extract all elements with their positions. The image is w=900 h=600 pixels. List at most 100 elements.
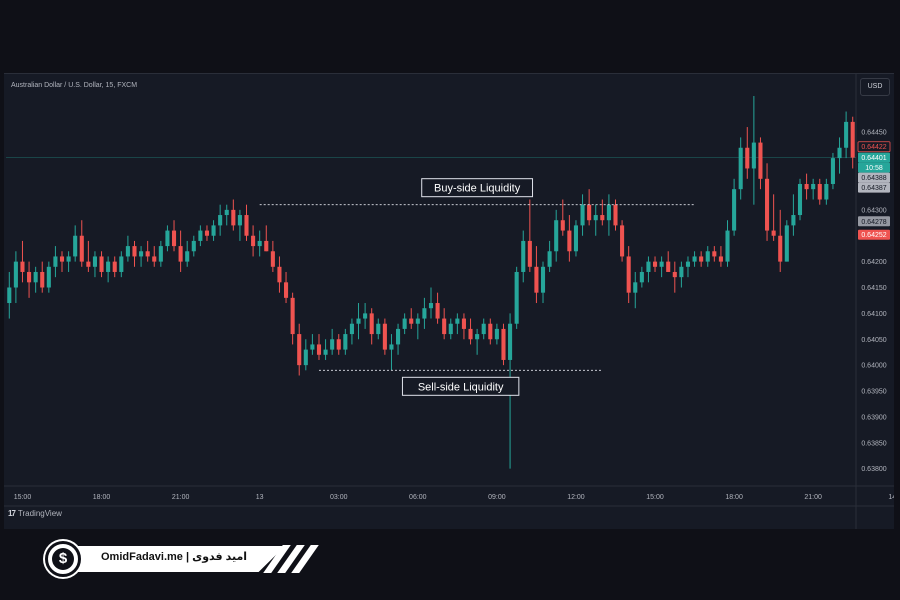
candle-body xyxy=(751,142,756,169)
candle-body xyxy=(626,256,631,293)
footer-text: OmidFadavi.me | امید فدوی xyxy=(101,551,248,563)
candle-body xyxy=(53,256,58,267)
candle-body xyxy=(244,215,249,236)
candle-body xyxy=(699,256,704,262)
y-tick-label: 0.64100 xyxy=(861,311,886,318)
candle-body xyxy=(356,318,361,324)
price-label: 0.64387 xyxy=(861,185,886,192)
candle-body xyxy=(554,220,559,252)
candlestick-chart[interactable]: Buy-side Liquidity Sell-side Liquidity 0.6… xyxy=(4,74,894,529)
y-tick-label: 0.63800 xyxy=(861,466,886,473)
candle-body xyxy=(218,215,223,226)
x-tick-label: 18:00 xyxy=(93,494,111,501)
candle-body xyxy=(534,266,539,293)
candle-body xyxy=(139,251,144,257)
candle-body xyxy=(830,158,835,184)
liquidity-label-box xyxy=(421,178,534,198)
candle-body xyxy=(725,230,730,262)
tradingview-brand[interactable]: 17 TradingView xyxy=(8,509,62,518)
candle-body xyxy=(231,209,236,226)
candle-body xyxy=(369,313,374,335)
liquidity-label: Sell-side Liquidity xyxy=(418,381,504,393)
candle-body xyxy=(257,240,262,247)
price-label-box xyxy=(858,216,890,227)
price-label: 0.64422 xyxy=(861,144,886,151)
candle-body xyxy=(718,256,723,262)
candle-body xyxy=(132,246,137,257)
price-label: 0.64252 xyxy=(861,232,886,239)
price-label: 0.64388 xyxy=(861,175,886,182)
candle-body xyxy=(494,328,499,340)
candle-body xyxy=(330,339,335,350)
candle-body xyxy=(224,209,229,216)
y-tick-label: 0.64450 xyxy=(861,130,886,137)
price-label: 0.64401 xyxy=(861,155,886,162)
candle-body xyxy=(336,339,341,350)
candle-body xyxy=(791,215,796,226)
candle-body xyxy=(270,251,275,267)
candle-body xyxy=(303,349,308,366)
candle-body xyxy=(79,235,84,262)
candle-body xyxy=(125,246,130,257)
candle-body xyxy=(40,271,45,288)
candle-body xyxy=(310,344,315,350)
candle-body xyxy=(191,240,196,252)
candle-body xyxy=(455,318,460,324)
candle-body xyxy=(804,183,809,190)
price-label-box xyxy=(858,229,890,240)
candle-body xyxy=(198,230,203,241)
candle-body xyxy=(264,240,269,252)
candle-body xyxy=(633,282,638,293)
candle-body xyxy=(20,261,25,272)
x-tick-label: 13 xyxy=(256,494,264,501)
candle-body xyxy=(297,334,302,366)
candle-body xyxy=(46,266,51,288)
currency-button[interactable]: USD xyxy=(860,78,890,96)
candle-body xyxy=(639,271,644,283)
stripes-decoration xyxy=(263,545,343,573)
candle-body xyxy=(771,230,776,236)
candle-body xyxy=(659,261,664,267)
candle-body xyxy=(850,121,855,158)
candle-body xyxy=(112,261,117,272)
candle-body xyxy=(442,318,447,335)
candle-body xyxy=(389,344,394,350)
candle-body xyxy=(652,261,658,267)
x-tick-label: 15:00 xyxy=(646,494,664,501)
candle-body xyxy=(475,334,480,340)
candle-body xyxy=(409,318,414,324)
liquidity-label-box xyxy=(401,376,520,396)
y-tick-label: 0.64000 xyxy=(861,363,886,370)
tradingview-name: TradingView xyxy=(17,509,62,518)
candle-body xyxy=(573,225,579,252)
candle-body xyxy=(666,261,671,272)
chart-panel[interactable]: Buy-side Liquidity Sell-side Liquidity 0.6… xyxy=(4,73,894,529)
candle-body xyxy=(797,183,803,216)
candle-body xyxy=(145,251,150,257)
y-tick-label: 0.63950 xyxy=(861,389,886,396)
candle-body xyxy=(580,204,585,226)
candle-body xyxy=(119,256,124,272)
x-tick-label: 03:00 xyxy=(330,494,348,501)
price-label-box xyxy=(857,141,891,153)
candle-body xyxy=(66,256,71,262)
candle-body xyxy=(349,323,354,335)
candle-body xyxy=(738,147,743,190)
candle-body xyxy=(59,256,65,262)
candle-body xyxy=(461,318,466,329)
x-tick-label: 18:00 xyxy=(725,494,743,501)
candle-body xyxy=(448,323,453,335)
candle-body xyxy=(646,261,651,272)
candle-body xyxy=(376,323,381,335)
candle-body xyxy=(514,271,519,324)
candle-body xyxy=(7,287,12,304)
dollar-icon: $ xyxy=(45,541,81,577)
candle-body xyxy=(679,266,684,278)
candle-body xyxy=(488,323,493,340)
candle-body xyxy=(778,235,783,262)
x-tick-label: 21:00 xyxy=(804,494,822,501)
x-tick-label: 12:00 xyxy=(567,494,585,501)
candle-body xyxy=(600,215,605,221)
x-tick-label: 09:00 xyxy=(488,494,506,501)
candle-body xyxy=(33,271,38,283)
